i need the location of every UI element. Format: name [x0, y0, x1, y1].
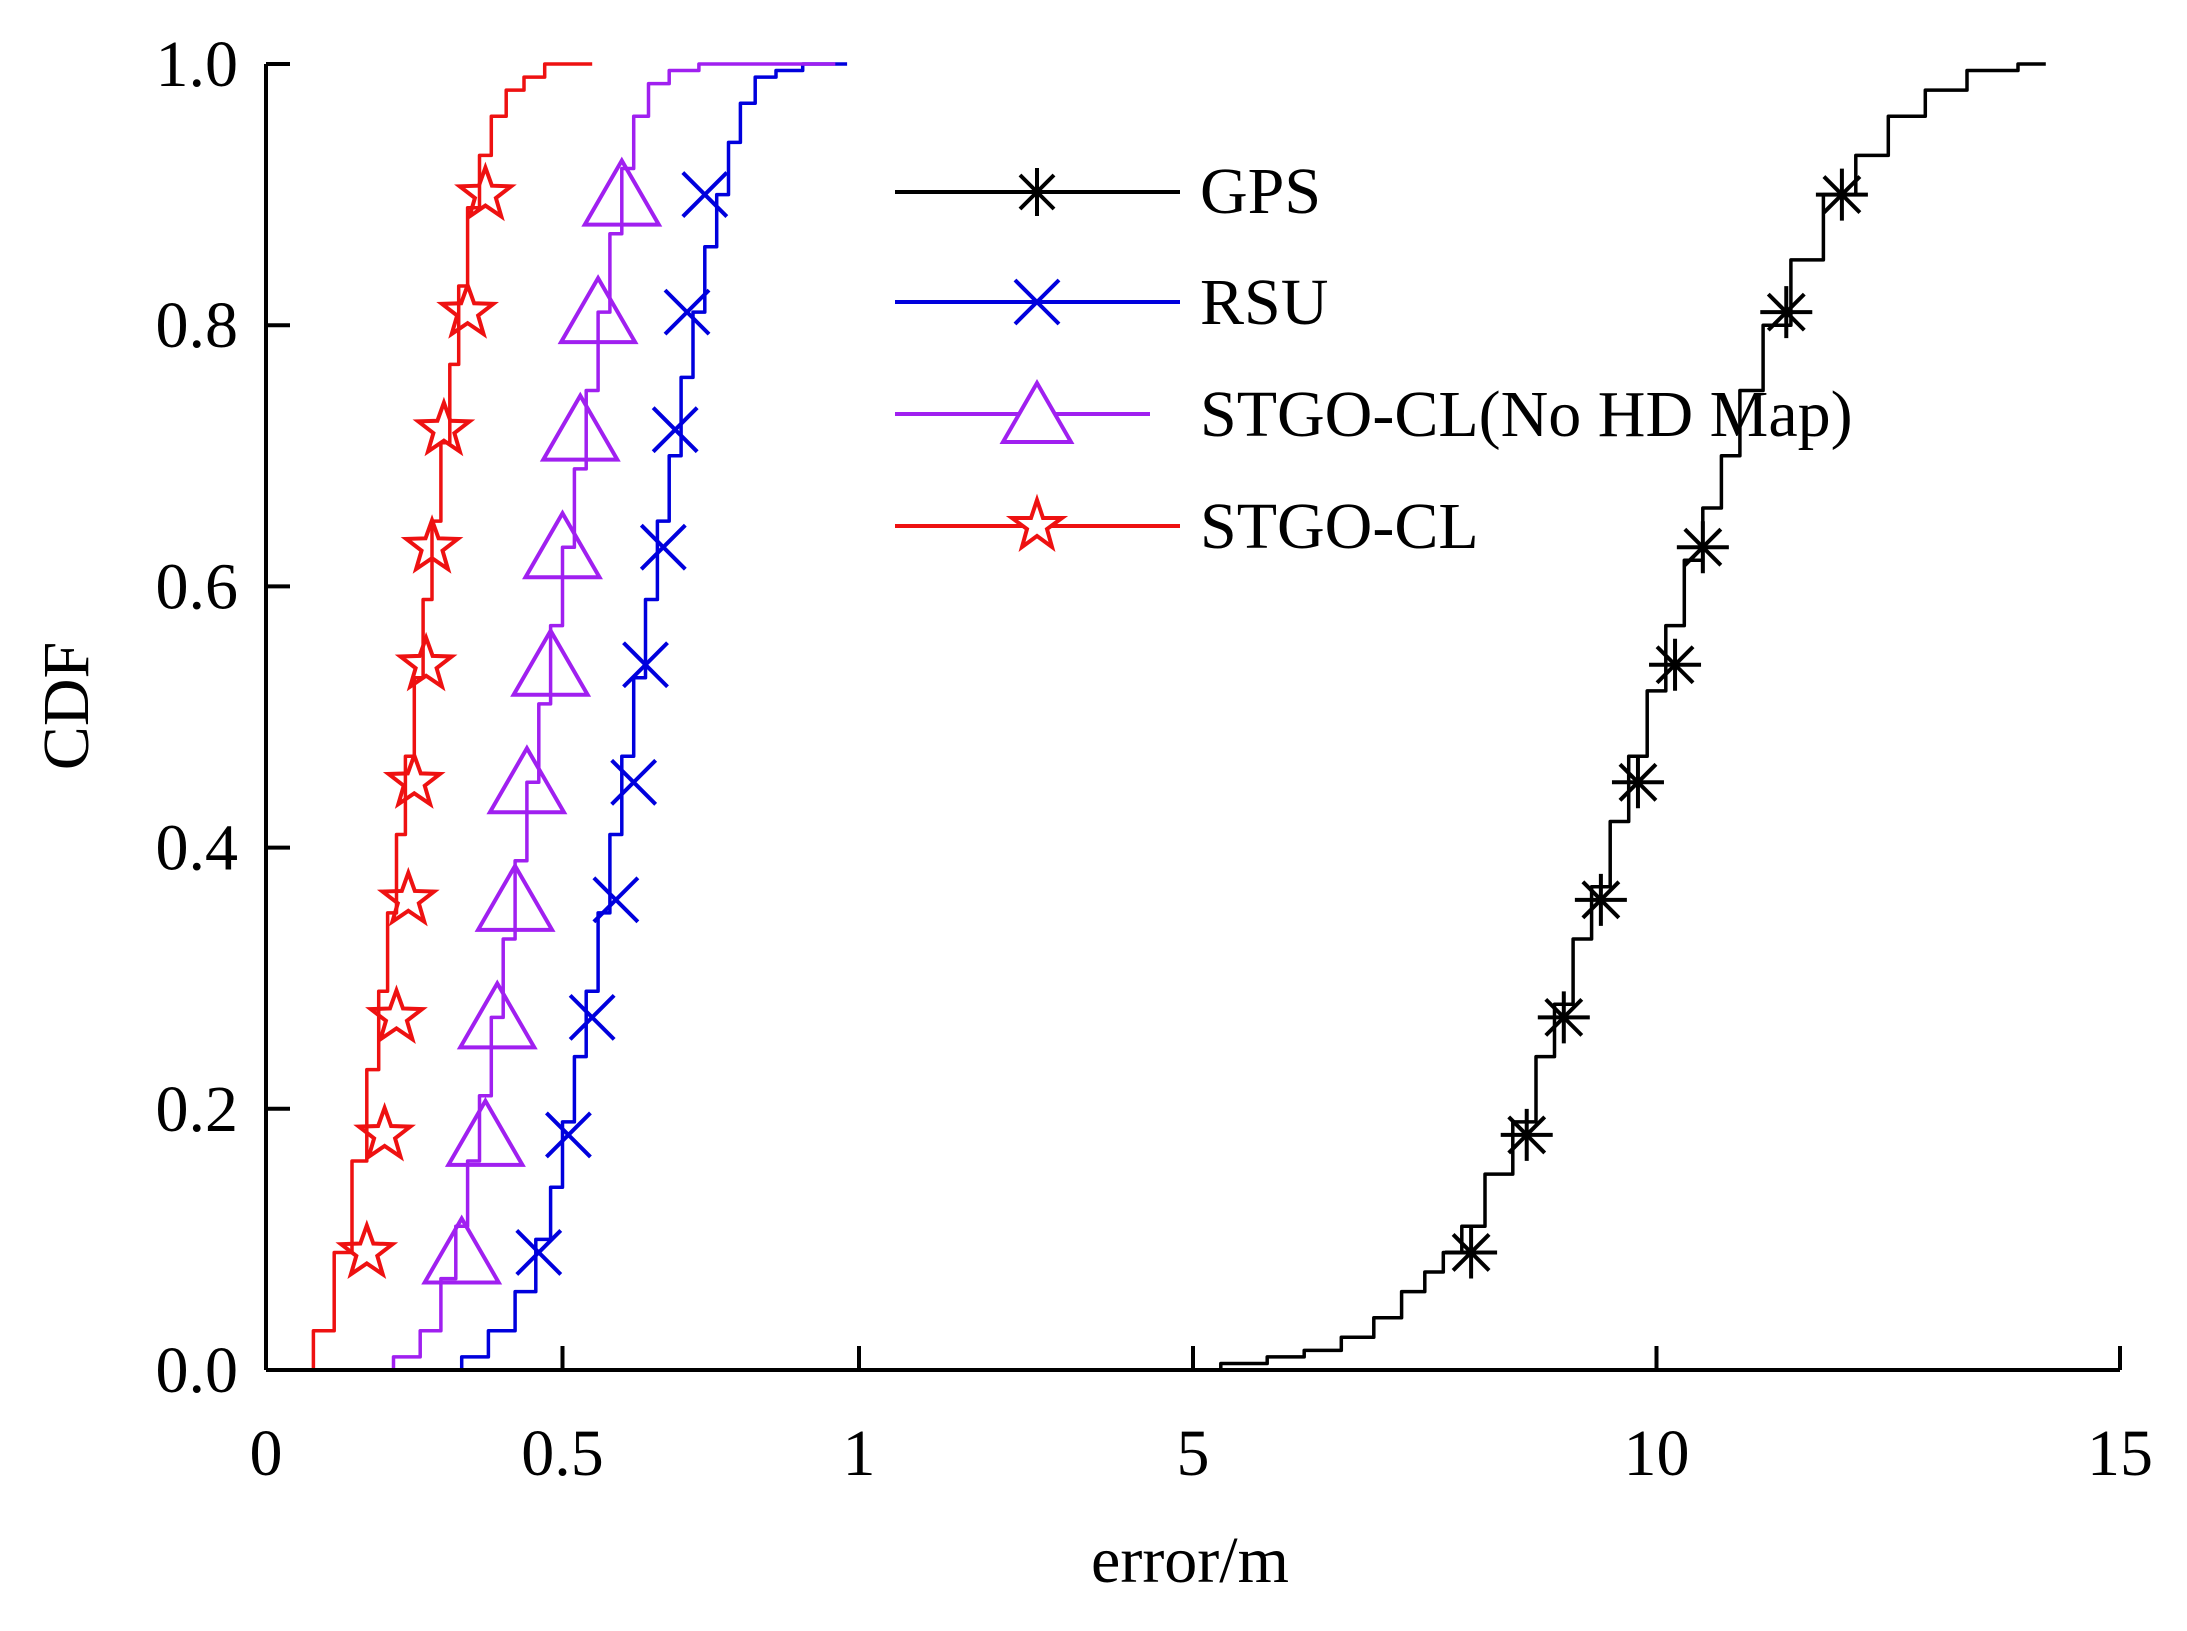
marker-stgo-cl [412, 396, 476, 457]
marker-gps [1676, 521, 1729, 574]
y-tick-label: 0.8 [156, 289, 239, 362]
marker-rsu [545, 1111, 592, 1159]
marker-stgo-cl-no-hd-map [474, 861, 556, 932]
legend-star-icon [1005, 493, 1069, 553]
marker-rsu [681, 171, 729, 219]
marker-rsu [568, 993, 616, 1041]
legend-label-stgo-no-hd: STGO-CL(No HD Map) [1200, 378, 1853, 451]
marker-rsu [651, 406, 699, 454]
x-tick-label: 15 [2087, 1417, 2153, 1490]
marker-gps [1574, 873, 1627, 926]
x-ticks: 0 0.5 1 5 10 15 [250, 1346, 2153, 1490]
marker-rsu [592, 876, 640, 924]
marker-stgo-cl [353, 1102, 416, 1162]
marker-stgo-cl-no-hd-map [539, 391, 621, 462]
marker-stgo-cl-no-hd-map [486, 744, 568, 815]
y-tick-label: 0.0 [156, 1334, 239, 1407]
marker-rsu [663, 288, 711, 336]
legend-triangle-icon [999, 378, 1075, 444]
marker-gps [1611, 756, 1664, 809]
y-ticks: 0.0 0.2 0.4 0.6 0.8 1.0 [156, 28, 290, 1407]
legend: GPS RSU STGO-CL(No HD Map) STGO-CL [895, 155, 1853, 563]
marker-stgo-cl-no-hd-map [456, 979, 538, 1050]
marker-stgo-cl [365, 984, 428, 1044]
marker-gps [1815, 168, 1868, 221]
y-tick-label: 0.2 [156, 1073, 239, 1146]
legend-item-stgo-no-hd: STGO-CL(No HD Map) [895, 378, 1853, 451]
marker-stgo-cl-no-hd-map [510, 626, 592, 697]
marker-rsu [515, 1229, 563, 1276]
legend-item-gps: GPS [895, 155, 1321, 228]
legend-label-rsu: RSU [1200, 266, 1328, 339]
marker-gps [1500, 1108, 1553, 1161]
marker-stgo-cl [335, 1219, 399, 1280]
x-tick-label: 10 [1624, 1417, 1690, 1490]
marker-stgo-cl-no-hd-map [557, 274, 639, 345]
marker-stgo-cl [382, 749, 446, 809]
marker-rsu [610, 758, 658, 806]
series-line-stgo-cl-no-hd-map [378, 62, 836, 1372]
marker-stgo-cl [454, 161, 517, 222]
legend-item-rsu: RSU [895, 266, 1328, 339]
series-line-rsu [449, 62, 848, 1372]
marker-stgo-cl [394, 631, 458, 692]
marker-stgo-cl-no-hd-map [522, 509, 603, 580]
marker-stgo-cl-no-hd-map [421, 1214, 503, 1285]
series-gps [1193, 62, 2046, 1372]
y-tick-label: 1.0 [156, 28, 239, 101]
legend-item-stgo: STGO-CL [895, 490, 1479, 563]
y-tick-label: 0.6 [156, 550, 239, 623]
plot-area: 0.00.20.40.60.81.0 0 0.5 1 5 10 15 [156, 28, 2154, 1490]
x-tick-label: 1 [843, 1417, 876, 1490]
x-tick-label: 0.5 [521, 1417, 604, 1490]
marker-stgo-cl [376, 866, 440, 927]
marker-stgo-cl-no-hd-map [581, 156, 663, 227]
marker-stgo-cl [436, 279, 499, 339]
y-tick-label: 0.4 [156, 812, 239, 885]
series-stgo-cl [301, 62, 593, 1372]
y-axis-title: CDF [30, 642, 103, 770]
series-layer [301, 62, 2046, 1372]
marker-rsu [639, 523, 687, 571]
legend-label-gps: GPS [1200, 155, 1321, 228]
x-tick-label: 0 [250, 1417, 283, 1490]
marker-gps [1649, 638, 1702, 691]
marker-gps [1537, 991, 1590, 1044]
legend-x-icon [1013, 278, 1061, 326]
legend-label-stgo: STGO-CL [1200, 490, 1479, 563]
marker-gps [1445, 1226, 1498, 1279]
marker-gps [1760, 286, 1813, 339]
marker-rsu [622, 641, 669, 689]
legend-asterisk-icon [1013, 168, 1061, 216]
x-tick-label: 5 [1177, 1417, 1210, 1490]
x-axis-title: error/m [1091, 1524, 1289, 1597]
series-rsu [449, 62, 848, 1372]
series-stgo-cl-no-hd-map [378, 62, 836, 1372]
marker-stgo-cl [400, 514, 464, 574]
marker-stgo-cl-no-hd-map [444, 1096, 526, 1167]
